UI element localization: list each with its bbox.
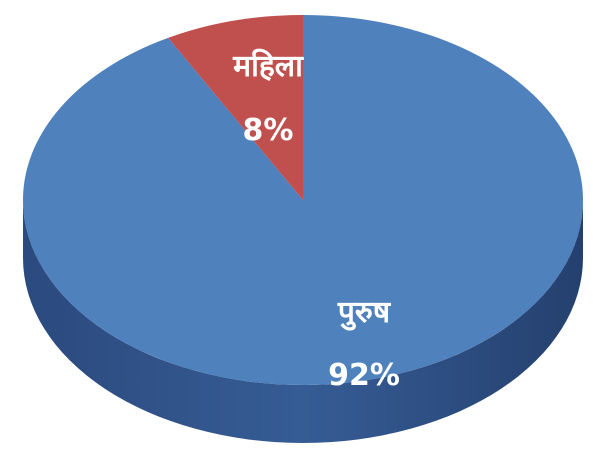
pie-labels: पुरुष 92% महिला 8% xyxy=(232,48,400,393)
slice-label-female: महिला xyxy=(232,48,304,84)
pie-side-wall xyxy=(23,200,583,443)
pie-side-depth xyxy=(23,200,583,443)
slice-value-female: 8% xyxy=(243,113,294,148)
pie-slices xyxy=(22,15,584,385)
slice-male xyxy=(22,15,584,385)
slice-label-male: पुरुष xyxy=(337,295,392,331)
slice-female xyxy=(168,15,303,200)
slice-value-male: 92% xyxy=(328,358,400,393)
